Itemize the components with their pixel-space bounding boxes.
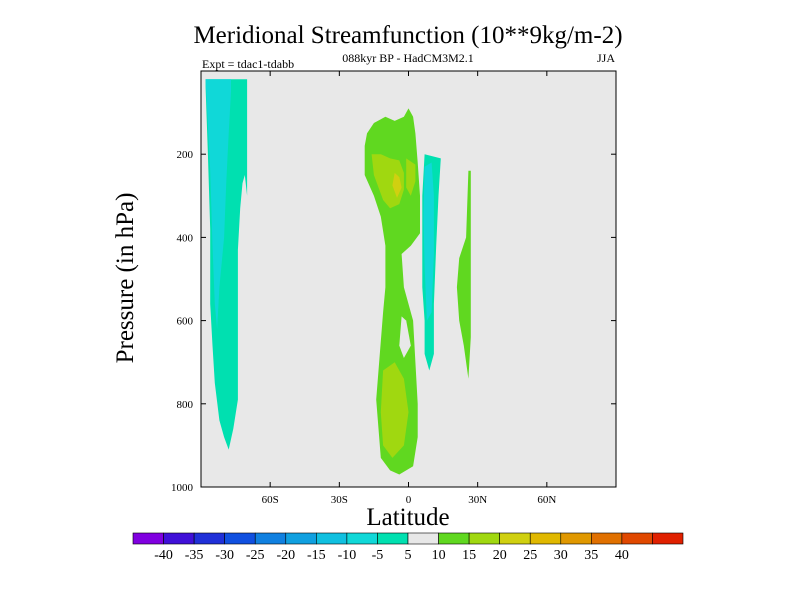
colorbar-swatch bbox=[529, 532, 562, 545]
colorbar-swatch bbox=[468, 532, 500, 545]
colorbar-swatch bbox=[285, 532, 317, 545]
colorbar-swatch bbox=[438, 532, 470, 545]
colorbar-swatch bbox=[346, 532, 378, 545]
contour-tropical-gap bbox=[399, 316, 411, 358]
colorbar-swatch bbox=[132, 532, 164, 545]
colorbar-label: -25 bbox=[246, 548, 265, 563]
colorbar-label: 20 bbox=[493, 548, 507, 563]
contour-tropical-upper-core bbox=[371, 154, 404, 209]
colorbar-swatch bbox=[591, 532, 623, 545]
colorbar-swatch bbox=[407, 532, 439, 545]
contour-tropical-peak bbox=[392, 172, 402, 198]
colorbar-swatch bbox=[316, 532, 348, 545]
y-tick-label: 800 bbox=[177, 399, 194, 411]
colorbar-swatch bbox=[224, 532, 256, 545]
colorbar-label: 10 bbox=[432, 548, 446, 563]
contour-tropical-upper-cell bbox=[364, 108, 420, 475]
x-axis: 60S 30S 0 30N 60N bbox=[262, 71, 556, 506]
y-tick-label: 400 bbox=[177, 232, 194, 244]
colorbar-swatch bbox=[499, 532, 531, 545]
y-axis-label: Pressure (in hPa) bbox=[112, 193, 139, 364]
contour-tropical-upper-core-2 bbox=[406, 158, 416, 196]
colorbar-swatch bbox=[652, 532, 684, 545]
colorbar-label: -15 bbox=[307, 548, 326, 563]
colorbar-label: -40 bbox=[154, 548, 173, 563]
colorbar-label: 5 bbox=[405, 548, 412, 563]
colorbar-label: -35 bbox=[185, 548, 204, 563]
x-tick-label: 30S bbox=[331, 494, 348, 506]
contour-nh-subtropical-core bbox=[423, 162, 434, 321]
x-tick-label: 60S bbox=[262, 494, 279, 506]
x-tick-label: 30N bbox=[468, 494, 487, 506]
contour-regions bbox=[205, 79, 471, 475]
colorbar-label: 35 bbox=[584, 548, 598, 563]
colorbar-swatch bbox=[560, 532, 592, 545]
colorbar-label: -10 bbox=[338, 548, 357, 563]
chart-title: Meridional Streamfunction (10**9kg/m-2) bbox=[193, 22, 622, 49]
colorbar-label: -20 bbox=[276, 548, 295, 563]
colorbar-swatch bbox=[377, 532, 409, 545]
x-tick-label: 0 bbox=[406, 494, 412, 506]
contour-southern-high-lat-core bbox=[205, 79, 231, 329]
contour-tropical-lower-core bbox=[380, 362, 409, 458]
experiment-label: Expt = tdac1-tdabb bbox=[202, 57, 294, 71]
y-tick-label: 1000 bbox=[171, 482, 194, 494]
colorbar-swatch bbox=[163, 532, 195, 545]
colorbar-label: 40 bbox=[615, 548, 629, 563]
colorbar-label: -5 bbox=[372, 548, 384, 563]
colorbar: -40 -35 -30 -25 -20 -15 -10 -5 5 10 15 20 25 30 35 40 bbox=[132, 532, 684, 563]
colorbar-label: -30 bbox=[215, 548, 234, 563]
y-tick-label: 600 bbox=[177, 316, 194, 328]
y-tick-label: 200 bbox=[177, 149, 194, 161]
colorbar-swatch bbox=[193, 532, 225, 545]
chart-subtitle: 088kyr BP - HadCM3M2.1 bbox=[342, 51, 474, 65]
colorbar-swatch bbox=[254, 532, 287, 545]
colorbar-label: 15 bbox=[462, 548, 476, 563]
colorbar-label: 30 bbox=[554, 548, 568, 563]
colorbar-label: 25 bbox=[523, 548, 537, 563]
x-axis-label: Latitude bbox=[366, 504, 449, 531]
contour-nh-midlat-cell bbox=[456, 170, 471, 379]
season-label: JJA bbox=[597, 51, 615, 65]
y-axis: 200 400 600 800 1000 bbox=[171, 149, 616, 494]
x-tick-label: 60N bbox=[537, 494, 556, 506]
colorbar-swatch bbox=[621, 532, 653, 545]
